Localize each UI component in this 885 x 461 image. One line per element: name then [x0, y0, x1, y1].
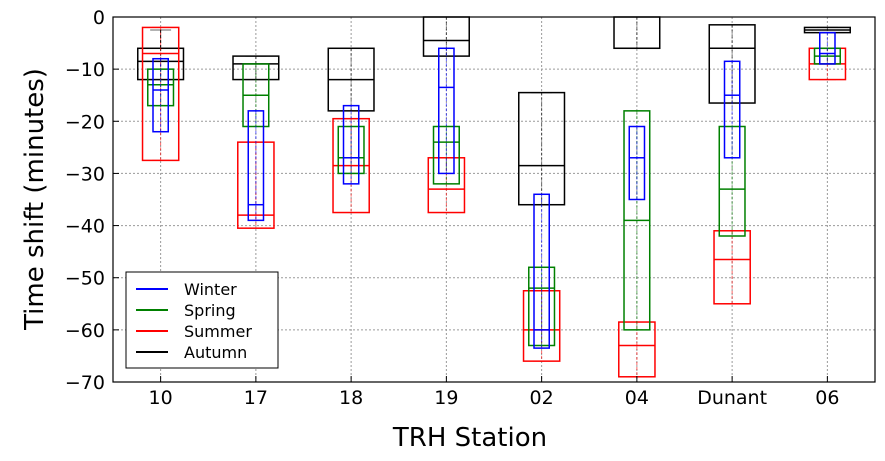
box-rect — [533, 193, 550, 349]
x-tick-label: 04 — [625, 387, 649, 409]
series-autumn — [137, 16, 851, 206]
box-layer — [137, 16, 851, 378]
y-tick-label: −20 — [65, 111, 105, 133]
y-tick-label: −30 — [65, 163, 105, 185]
legend: Winter Spring Summer Autumn — [125, 271, 279, 369]
legend-label: Spring — [184, 301, 236, 320]
x-tick-label: 18 — [339, 387, 363, 409]
y-tick-label: 0 — [93, 7, 105, 29]
x-tick-label: 02 — [530, 387, 554, 409]
box-rect — [438, 47, 455, 175]
y-tick-label: −70 — [65, 372, 105, 394]
legend-label: Summer — [184, 322, 252, 341]
y-axis-label: Time shift (minutes) — [20, 68, 50, 331]
box-rect — [723, 60, 741, 159]
box-rect — [141, 26, 180, 162]
y-tick-label: −50 — [65, 268, 105, 290]
plot-frame — [112, 16, 876, 383]
y-tick-label: −60 — [65, 320, 105, 342]
x-tick-label: 17 — [244, 387, 268, 409]
legend-label: Winter — [184, 280, 237, 299]
box-rect — [247, 110, 265, 222]
x-axis-label: TRH Station — [392, 423, 547, 453]
box-rect — [152, 57, 169, 133]
x-tick-label: 06 — [815, 387, 839, 409]
box-rect — [432, 125, 460, 185]
box-rect — [713, 230, 751, 305]
box-rect — [819, 31, 836, 65]
tick-layer: 0 −10 −20 −30 −40 −50 −60 −70 10 17 18 19 02 04 Dunant… — [65, 7, 840, 409]
y-tick-label: −40 — [65, 216, 105, 238]
box-rect — [342, 104, 360, 185]
legend-label: Autumn — [184, 343, 247, 362]
box-rect — [628, 125, 646, 201]
x-tick-label: 19 — [434, 387, 458, 409]
y-tick-label: −10 — [65, 59, 105, 81]
x-tick-label: Dunant — [697, 387, 767, 409]
series-winter — [152, 31, 836, 349]
x-tick-label: 10 — [149, 387, 173, 409]
